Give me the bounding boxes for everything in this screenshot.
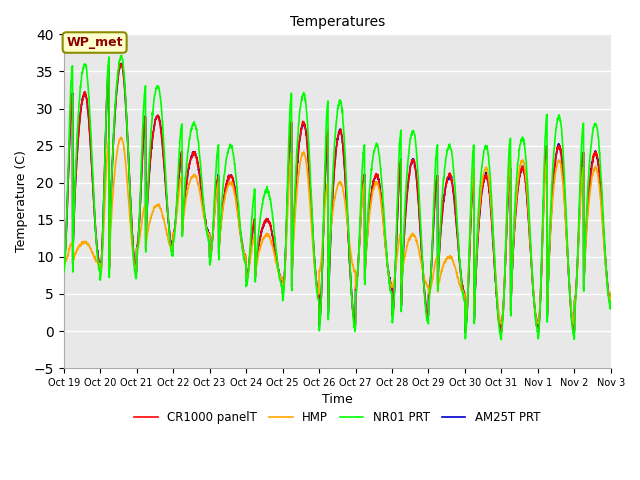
HMP	[212, 190, 220, 196]
NR01 PRT	[574, 239, 582, 244]
NR01 PRT	[212, 158, 220, 164]
NR01 PRT	[497, 334, 504, 339]
NR01 PRT	[353, 281, 361, 287]
NR01 PRT	[497, 337, 505, 343]
AM25T PRT	[574, 245, 582, 251]
CR1000 panelT	[117, 61, 125, 67]
AM25T PRT	[559, 171, 567, 177]
Line: CR1000 panelT: CR1000 panelT	[63, 64, 611, 332]
AM25T PRT	[461, 329, 469, 335]
AM25T PRT	[60, 263, 67, 268]
HMP	[574, 250, 582, 256]
NR01 PRT	[607, 298, 614, 304]
CR1000 panelT	[60, 260, 67, 265]
Y-axis label: Temperature (C): Temperature (C)	[15, 150, 28, 252]
AM25T PRT	[212, 182, 220, 188]
AM25T PRT	[607, 291, 614, 297]
HMP	[117, 134, 125, 140]
AM25T PRT	[353, 275, 361, 280]
CR1000 panelT	[497, 328, 504, 334]
NR01 PRT	[118, 52, 125, 58]
NR01 PRT	[60, 269, 67, 275]
Legend: CR1000 panelT, HMP, NR01 PRT, AM25T PRT: CR1000 panelT, HMP, NR01 PRT, AM25T PRT	[129, 407, 545, 429]
HMP	[497, 320, 504, 325]
HMP	[365, 216, 373, 222]
CR1000 panelT	[607, 293, 614, 299]
Line: NR01 PRT: NR01 PRT	[63, 55, 611, 340]
AM25T PRT	[497, 329, 504, 335]
HMP	[607, 290, 614, 296]
NR01 PRT	[559, 146, 567, 152]
CR1000 panelT	[461, 329, 469, 335]
X-axis label: Time: Time	[322, 394, 353, 407]
HMP	[570, 322, 578, 328]
Text: WP_met: WP_met	[67, 36, 123, 49]
HMP	[353, 276, 361, 282]
CR1000 panelT	[559, 169, 567, 175]
NR01 PRT	[365, 193, 373, 199]
CR1000 panelT	[212, 183, 220, 189]
HMP	[559, 180, 566, 185]
Title: Temperatures: Temperatures	[290, 15, 385, 29]
CR1000 panelT	[365, 212, 373, 218]
AM25T PRT	[118, 60, 125, 66]
HMP	[60, 261, 67, 267]
AM25T PRT	[365, 212, 373, 217]
CR1000 panelT	[353, 273, 361, 279]
CR1000 panelT	[574, 243, 582, 249]
Line: HMP: HMP	[63, 137, 611, 325]
Line: AM25T PRT: AM25T PRT	[63, 63, 611, 332]
